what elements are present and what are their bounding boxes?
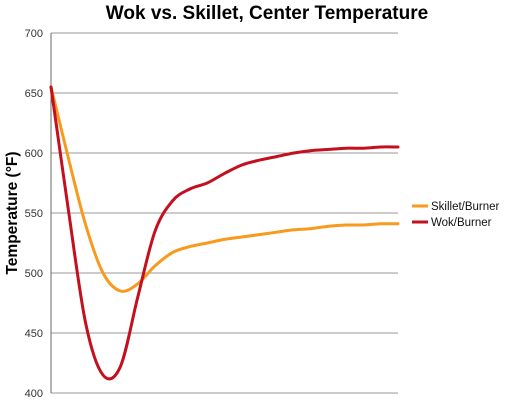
y-tick-label-400: 400 <box>25 388 43 400</box>
y-tick-label-500: 500 <box>25 268 43 280</box>
legend-label-skillet-burner: Skillet/Burner <box>431 201 500 213</box>
y-tick-label-600: 600 <box>25 148 43 160</box>
chart-title: Wok vs. Skillet, Center Temperature <box>106 3 428 24</box>
legend: Skillet/Burner Wok/Burner <box>412 201 500 229</box>
y-tick-label-550: 550 <box>25 208 43 220</box>
y-tick-label-700: 700 <box>25 28 43 40</box>
legend-label-wok-burner: Wok/Burner <box>431 217 492 229</box>
y-tick-label-450: 450 <box>25 328 43 340</box>
y-axis-label: Temperature (°F) <box>4 151 21 274</box>
series-line-skillet-burner <box>49 85 400 293</box>
y-tick-labels: 400 450 500 550 600 650 700 <box>25 28 43 400</box>
gridlines <box>51 32 398 394</box>
y-tick-label-650: 650 <box>25 88 43 100</box>
series-lines <box>49 85 400 381</box>
series-line-wok-burner <box>49 85 400 381</box>
